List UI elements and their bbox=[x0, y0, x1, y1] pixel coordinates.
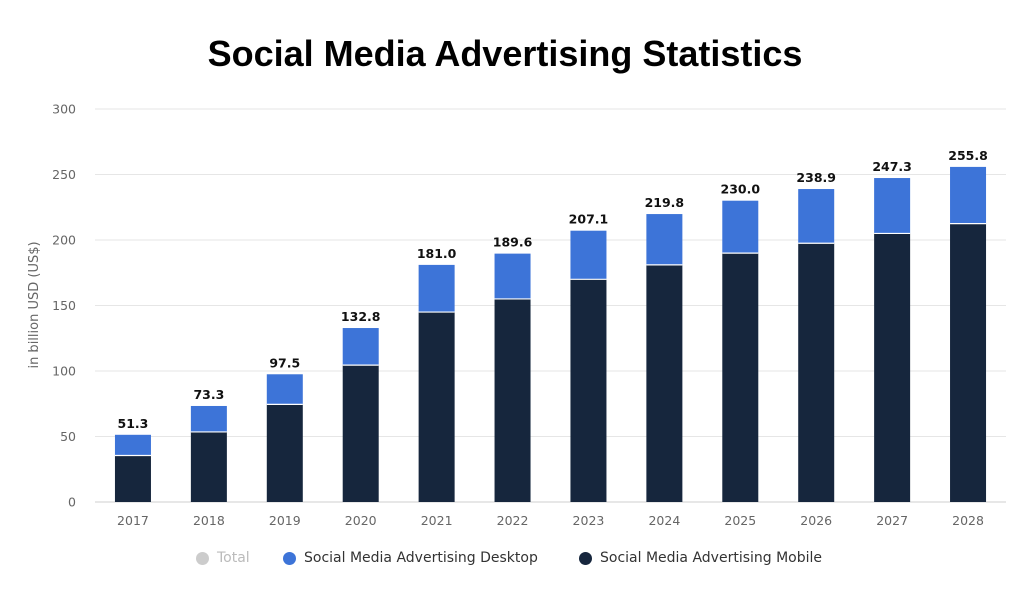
grid-lines bbox=[95, 108, 1006, 503]
total-data-label: 238.9 bbox=[796, 170, 836, 185]
total-data-label: 181.0 bbox=[417, 246, 457, 261]
bar-desktop[interactable] bbox=[342, 328, 379, 366]
data-labels: 51.3 73.3 97.5 132.8 181.0 189.6 207.1 219.8 230… bbox=[118, 148, 988, 431]
bar-desktop[interactable] bbox=[266, 374, 303, 405]
x-tick-label: 2022 bbox=[497, 513, 529, 528]
bar-desktop[interactable] bbox=[646, 214, 683, 265]
legend-label: Total bbox=[217, 550, 250, 566]
x-tick-label: 2019 bbox=[269, 513, 301, 528]
y-tick-label: 200 bbox=[52, 233, 76, 248]
legend-item-total[interactable]: Total bbox=[196, 550, 250, 566]
x-tick-label: 2023 bbox=[573, 513, 605, 528]
legend-label: Social Media Advertising Mobile bbox=[600, 550, 823, 566]
bar-desktop[interactable] bbox=[950, 166, 987, 224]
legend-item-desktop[interactable]: Social Media Advertising Desktop bbox=[283, 550, 538, 566]
total-data-label: 73.3 bbox=[193, 387, 224, 402]
legend: Total Social Media Advertising Desktop S… bbox=[0, 550, 1018, 570]
total-data-label: 219.8 bbox=[645, 195, 685, 210]
bar-mobile[interactable] bbox=[950, 223, 987, 502]
x-tick-label: 2024 bbox=[648, 513, 680, 528]
bar-mobile[interactable] bbox=[114, 455, 151, 502]
chart-title: Social Media Advertising Statistics bbox=[207, 33, 803, 74]
total-data-label: 189.6 bbox=[493, 235, 533, 250]
y-tick-label: 300 bbox=[52, 102, 76, 117]
bar-mobile[interactable] bbox=[190, 431, 227, 502]
bar-mobile[interactable] bbox=[646, 264, 683, 502]
x-tick-label: 2025 bbox=[724, 513, 756, 528]
y-axis-title: in billion USD (US$) bbox=[27, 241, 42, 368]
y-tick-label: 150 bbox=[52, 298, 76, 313]
total-data-label: 51.3 bbox=[118, 416, 149, 431]
legend-item-mobile[interactable]: Social Media Advertising Mobile bbox=[579, 550, 822, 566]
legend-marker-icon bbox=[283, 551, 296, 565]
bar-mobile[interactable] bbox=[494, 298, 531, 502]
y-tick-label: 250 bbox=[52, 167, 76, 182]
total-data-label: 247.3 bbox=[872, 159, 912, 174]
legend-label: Social Media Advertising Desktop bbox=[304, 550, 538, 566]
bar-desktop[interactable] bbox=[114, 434, 151, 456]
x-axis-ticks: 2017 2018 2019 2020 2021 2022 2023 2024 2025 2026… bbox=[117, 513, 984, 528]
x-tick-label: 2018 bbox=[193, 513, 225, 528]
x-tick-label: 2026 bbox=[800, 513, 832, 528]
bar-mobile[interactable] bbox=[418, 312, 455, 502]
total-data-label: 207.1 bbox=[569, 212, 609, 227]
chart-area: 0 50 100 150 200 250 300 51.3 73.3 97.5 132.8 181.… bbox=[27, 102, 1006, 528]
x-tick-label: 2027 bbox=[876, 513, 908, 528]
y-tick-label: 0 bbox=[68, 495, 76, 510]
bar-mobile[interactable] bbox=[798, 243, 835, 502]
legend-marker-icon bbox=[579, 551, 592, 565]
x-tick-label: 2017 bbox=[117, 513, 149, 528]
x-tick-label: 2028 bbox=[952, 513, 984, 528]
total-data-label: 132.8 bbox=[341, 309, 381, 324]
bar-mobile[interactable] bbox=[570, 279, 607, 502]
bar-desktop[interactable] bbox=[494, 253, 531, 299]
bar-desktop[interactable] bbox=[798, 189, 835, 244]
y-tick-label: 100 bbox=[52, 364, 76, 379]
bars bbox=[114, 166, 987, 502]
bar-mobile[interactable] bbox=[874, 233, 911, 502]
x-tick-label: 2021 bbox=[421, 513, 453, 528]
bar-mobile[interactable] bbox=[722, 253, 759, 502]
total-data-label: 97.5 bbox=[269, 355, 300, 370]
bar-desktop[interactable] bbox=[722, 200, 759, 254]
total-data-label: 255.8 bbox=[948, 148, 988, 163]
bar-mobile[interactable] bbox=[266, 404, 303, 502]
legend-marker-icon bbox=[196, 551, 209, 565]
total-data-label: 230.0 bbox=[721, 182, 761, 197]
bar-desktop[interactable] bbox=[190, 405, 227, 432]
y-tick-label: 50 bbox=[60, 429, 76, 444]
x-tick-label: 2020 bbox=[345, 513, 377, 528]
bar-desktop[interactable] bbox=[418, 264, 455, 313]
bar-desktop[interactable] bbox=[570, 230, 607, 280]
y-axis-ticks: 0 50 100 150 200 250 300 bbox=[52, 102, 76, 510]
bar-desktop[interactable] bbox=[874, 178, 911, 234]
bar-mobile[interactable] bbox=[342, 365, 379, 502]
